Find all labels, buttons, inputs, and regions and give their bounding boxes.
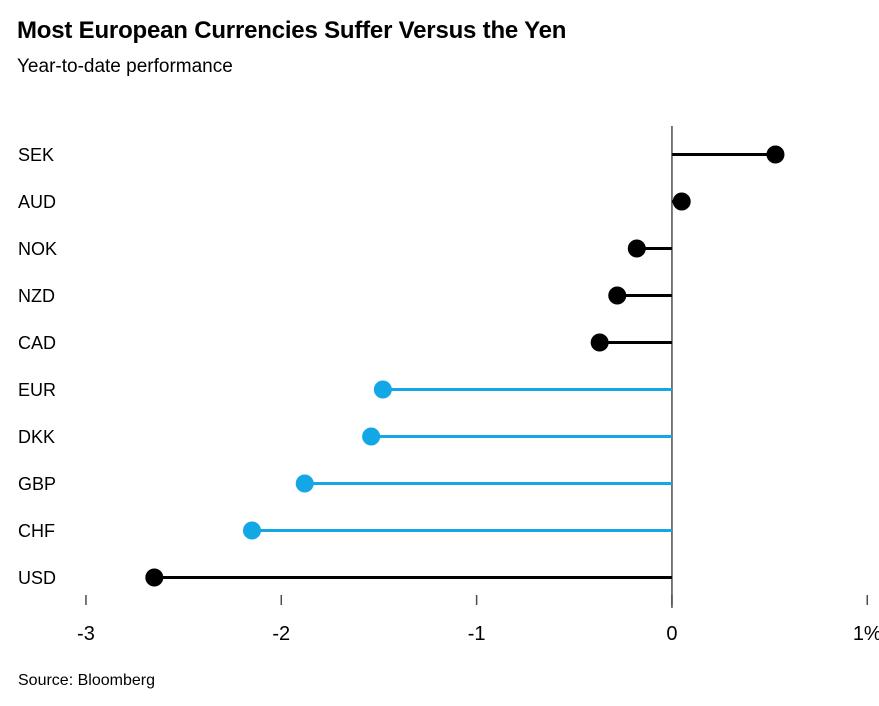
lollipop-dot xyxy=(608,286,627,305)
lollipop-dot xyxy=(242,521,261,540)
y-axis-label: EUR xyxy=(18,380,56,400)
lollipop-dot xyxy=(766,145,785,164)
chart-title: Most European Currencies Suffer Versus t… xyxy=(17,17,567,44)
x-axis-tick-label: 1% xyxy=(853,623,879,645)
lollipop-dot xyxy=(362,427,381,446)
lollipop-dot xyxy=(672,192,691,211)
lollipop-dot xyxy=(145,568,164,587)
y-axis-label: NZD xyxy=(18,286,55,306)
x-axis-tick-label: -1 xyxy=(468,623,486,645)
y-axis-label: USD xyxy=(18,568,56,588)
x-axis-tick-label: 0 xyxy=(666,623,677,645)
source-note: Source: Bloomberg xyxy=(18,672,155,689)
lollipop-dot xyxy=(373,380,392,399)
lollipop-chart: -3 -2 -1 0 1% SEK AUD NOK NZD CAD EUR DKK GBP CHF USD xyxy=(18,126,879,645)
y-axis-label: GBP xyxy=(18,474,56,494)
y-axis-label: CHF xyxy=(18,521,55,541)
y-axis-label: SEK xyxy=(18,145,54,165)
x-axis-tick-label: -2 xyxy=(272,623,290,645)
chart-subtitle: Year-to-date performance xyxy=(17,56,233,77)
y-axis-label: CAD xyxy=(18,333,56,353)
y-axis-label: NOK xyxy=(18,239,57,259)
lollipop-dot xyxy=(627,239,646,258)
lollipop-dot xyxy=(295,474,314,493)
x-axis-tick-label: -3 xyxy=(77,623,95,645)
y-axis-label: AUD xyxy=(18,192,56,212)
y-axis-label: DKK xyxy=(18,427,55,447)
lollipop-dot xyxy=(590,333,609,352)
